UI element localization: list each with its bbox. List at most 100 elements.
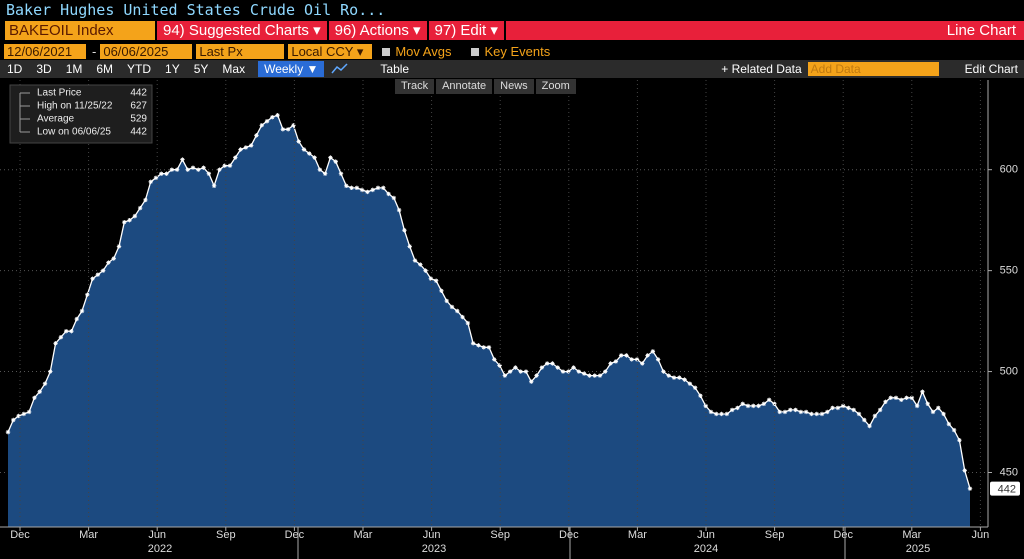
point-marker [396, 207, 402, 213]
point-marker [42, 381, 48, 386]
point-marker [338, 171, 344, 176]
period-button[interactable]: Max [222, 62, 246, 76]
frequency-button[interactable]: Weekly ▼ [258, 61, 325, 77]
point-marker [835, 405, 841, 411]
point-marker [645, 353, 650, 358]
point-marker [354, 185, 360, 191]
x-tick-label: Sep [490, 529, 510, 541]
tool-button[interactable]: Zoom [535, 78, 576, 94]
point-marker [671, 375, 677, 380]
add-data-input[interactable]: Add Data [807, 62, 939, 76]
tool-button[interactable]: Track [395, 78, 435, 94]
point-marker [925, 401, 930, 407]
point-marker [153, 175, 159, 180]
chart-icon[interactable] [330, 62, 350, 76]
point-marker [137, 205, 143, 211]
point-marker [386, 191, 391, 197]
period-button[interactable]: 1D [7, 62, 23, 76]
last-value-label: 442 [998, 484, 1016, 496]
point-marker [439, 288, 444, 294]
checkbox[interactable]: Mov Avgs [382, 44, 451, 59]
x-tick-label: Mar [628, 529, 647, 541]
point-marker [571, 365, 576, 370]
related-data-button[interactable]: + Related Data [721, 62, 802, 76]
table-button[interactable]: Table [380, 62, 410, 76]
point-marker [48, 369, 53, 374]
menu-button[interactable]: 94) Suggested Charts ▾ [157, 20, 327, 40]
point-marker [936, 405, 941, 411]
x-tick-label: Sep [216, 529, 236, 541]
point-marker [412, 258, 418, 263]
period-button[interactable]: 6M [96, 62, 114, 76]
tool-button[interactable]: Annotate [436, 78, 493, 94]
point-marker [618, 353, 624, 358]
point-marker [95, 272, 101, 277]
point-marker [957, 437, 962, 443]
point-marker [529, 379, 534, 384]
end-date[interactable]: 06/06/2025 [100, 44, 193, 59]
point-marker [703, 403, 708, 409]
start-date[interactable]: 12/06/2021 [4, 44, 86, 59]
legend-label: High on 11/25/22 [37, 101, 113, 112]
point-marker [714, 411, 719, 417]
period-bar: 1D 3D 1M 6M YTD 1Y 5Y Max Weekly ▼ Table + Rela… [0, 60, 1024, 78]
point-marker [16, 413, 21, 419]
x-tick-label: Jun [423, 529, 441, 541]
point-marker [634, 357, 640, 362]
x-tick-label: Mar [79, 529, 98, 541]
view-label: Line Chart [505, 20, 1024, 40]
point-marker [914, 403, 920, 409]
point-marker [613, 359, 619, 364]
point-marker [719, 411, 724, 417]
last-value-tag [990, 481, 1020, 496]
point-marker [809, 411, 814, 417]
menu-button[interactable]: 97) Edit ▾ [428, 20, 504, 40]
period-button[interactable]: 5Y [193, 62, 209, 76]
point-marker [26, 409, 32, 415]
point-marker [756, 403, 761, 409]
period-button[interactable]: 1M [65, 62, 83, 76]
edit-chart-button[interactable]: Edit Chart [964, 62, 1018, 76]
point-marker [5, 429, 11, 435]
point-marker [275, 112, 280, 118]
point-marker [375, 185, 381, 191]
area [8, 115, 970, 527]
point-marker [481, 345, 486, 350]
period-button[interactable]: 1Y [165, 62, 180, 76]
point-marker [930, 409, 936, 415]
point-marker [37, 389, 42, 394]
period-button[interactable]: YTD [127, 62, 152, 76]
point-marker [708, 409, 714, 415]
checkbox[interactable]: Key Events [471, 44, 550, 59]
point-marker [433, 278, 439, 283]
point-marker [307, 151, 312, 156]
tool-button[interactable]: News [494, 78, 534, 94]
legend-label: Average [37, 114, 75, 125]
x-tick-label: Jun [972, 529, 990, 541]
point-marker [227, 163, 233, 168]
currency-select[interactable]: Local CCY ▾ [288, 44, 373, 59]
point-marker [692, 385, 698, 390]
point-marker [666, 373, 671, 378]
point-marker [21, 411, 27, 417]
point-marker [893, 395, 899, 401]
tools-bar: Track Annotate News Zoom [395, 78, 617, 94]
point-marker [682, 377, 687, 382]
field-select[interactable]: Last Px [196, 44, 285, 59]
point-marker [370, 187, 375, 193]
menu-button[interactable]: 96) Actions ▾ [328, 20, 427, 40]
point-marker [793, 407, 798, 413]
point-marker [359, 187, 365, 193]
window-title: Baker Hughes United States Crude Oil Ro.… [6, 1, 386, 19]
point-marker [53, 341, 58, 346]
x-year-label: 2025 [906, 543, 930, 555]
point-marker [856, 411, 862, 417]
point-marker [391, 195, 397, 201]
point-marker [63, 328, 69, 334]
ticker-input[interactable]: BAKEOIL Index [5, 20, 155, 40]
period-button[interactable]: 3D [36, 62, 52, 76]
x-tick-label: Jun [148, 529, 166, 541]
point-marker [296, 139, 301, 144]
point-marker [201, 165, 206, 170]
point-marker [285, 127, 291, 132]
